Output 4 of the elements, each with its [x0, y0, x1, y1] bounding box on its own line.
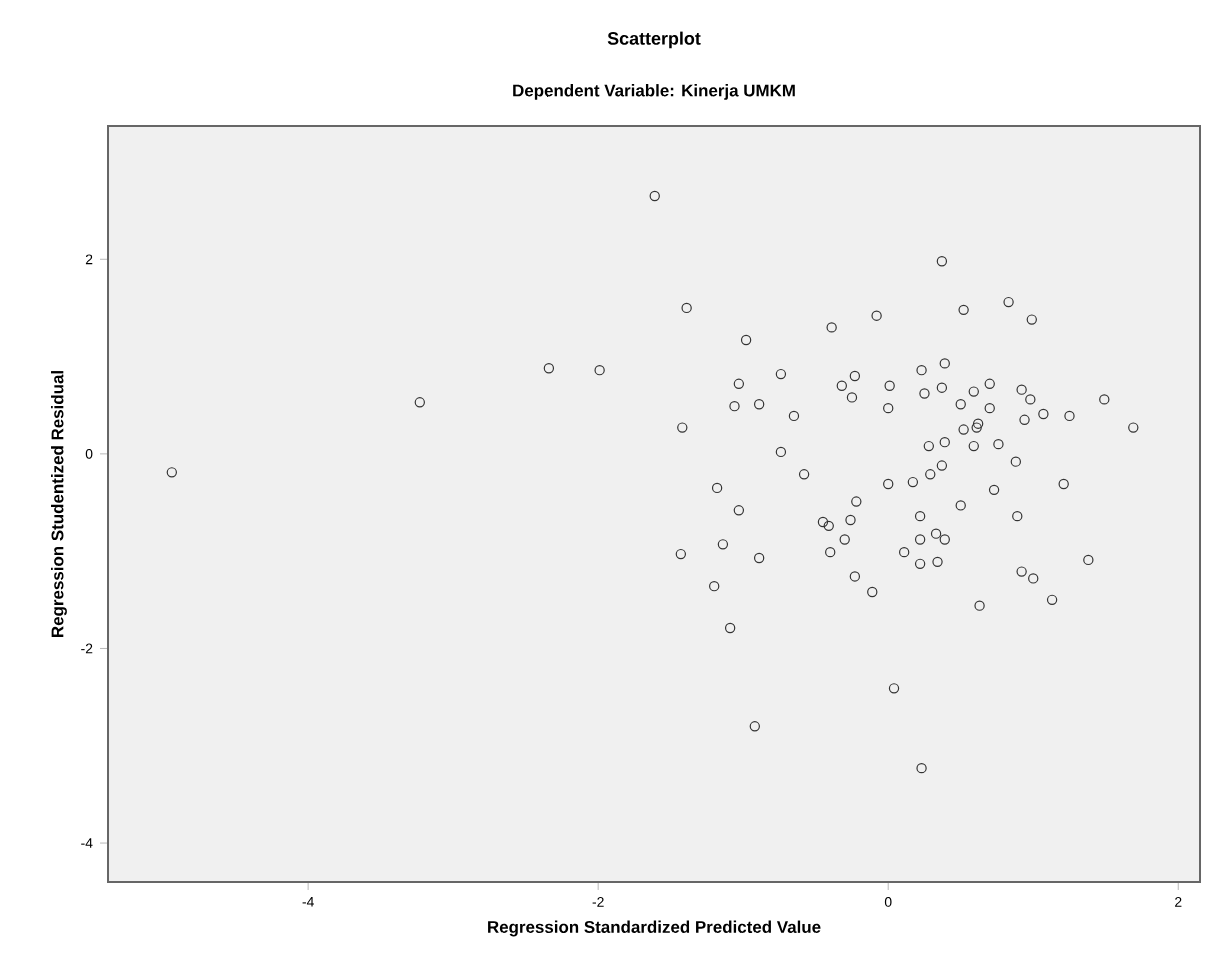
y-axis-title: Regression Studentized Residual: [51, 371, 67, 637]
chart-title: Scatterplot: [607, 31, 701, 49]
chart-subtitle: Dependent Variable: Kinerja UMKM: [513, 84, 795, 100]
x-axis-title: Regression Standardized Predicted Value: [488, 920, 821, 937]
